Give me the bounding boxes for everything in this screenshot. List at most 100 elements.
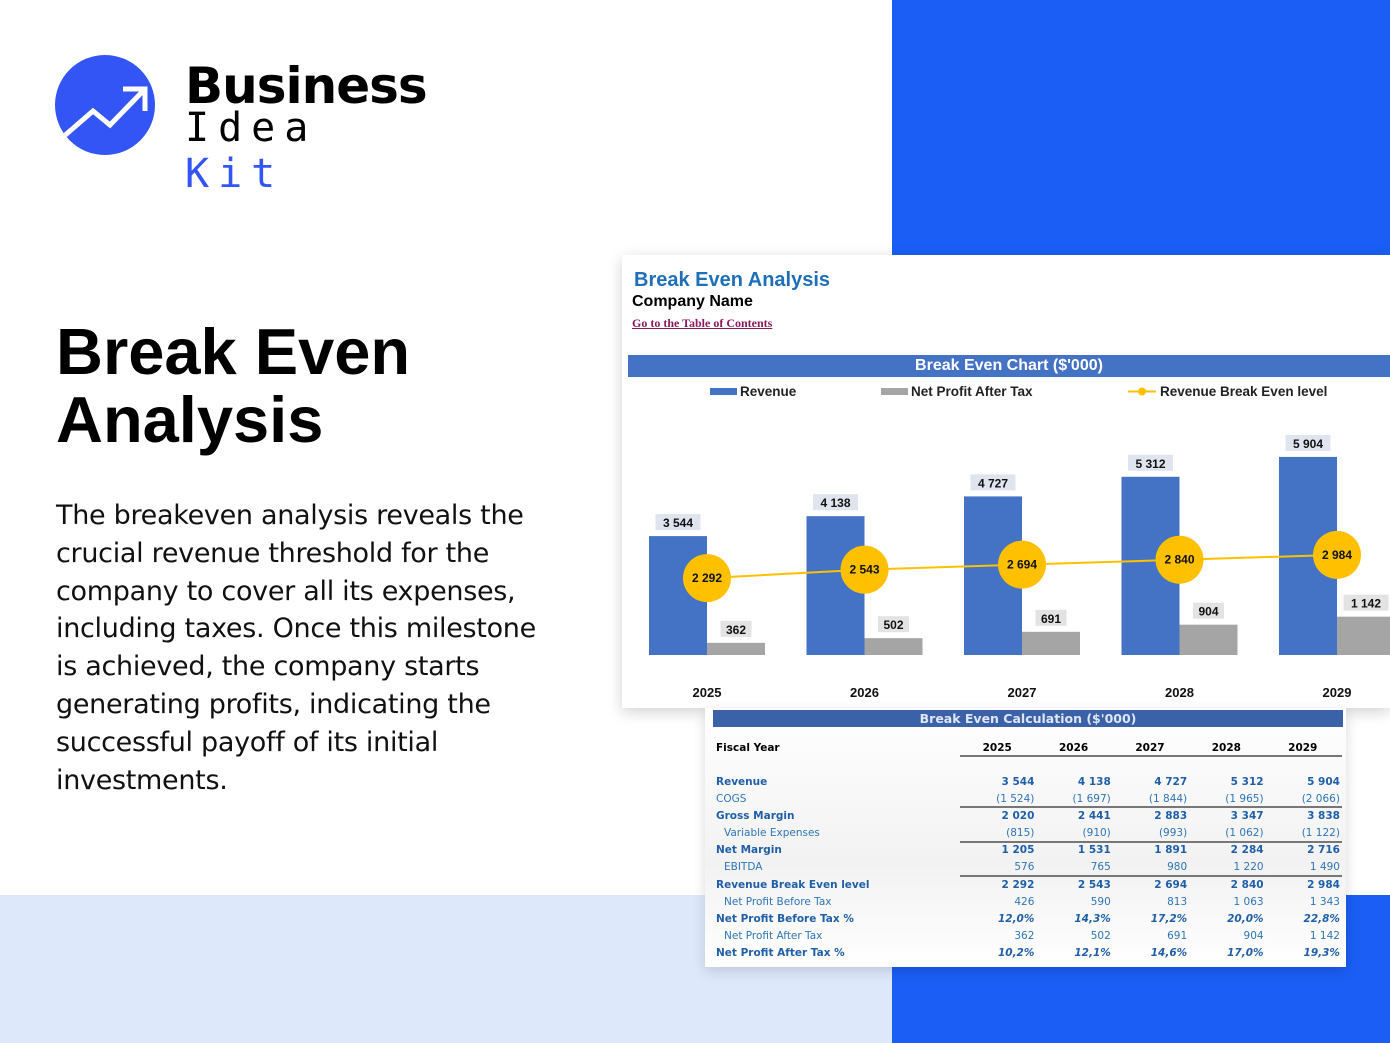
net-profit-bar	[1179, 624, 1238, 655]
legend-label: Net Profit After Tax	[911, 384, 1033, 399]
company-name: Company Name	[632, 293, 753, 310]
break-even-point	[840, 545, 889, 594]
cell-value: (1 062)	[1225, 826, 1264, 839]
cell-value: 10,2%	[997, 946, 1035, 959]
chart-title: Break Even Chart ($'000)	[628, 355, 1390, 377]
cell-value: 2 020	[1001, 809, 1035, 822]
row-label: Revenue	[716, 775, 768, 788]
legend-label: Revenue Break Even level	[1160, 384, 1327, 399]
description: The breakeven analysis reveals the cruci…	[56, 500, 536, 796]
revenue-label-bg	[813, 494, 858, 511]
logo: Business Idea Kit	[55, 55, 435, 197]
cell-value: (1 524)	[996, 792, 1035, 805]
cell-value: 2 840	[1230, 878, 1264, 891]
break-even-table: Break Even Calculation ($'000) Fiscal Ye…	[705, 708, 1346, 967]
cell-value: (2 066)	[1301, 792, 1340, 805]
cell-value: 5 904	[1307, 775, 1340, 788]
row-label: Variable Expenses	[724, 826, 820, 839]
cell-value: 2026	[1058, 741, 1089, 754]
net-profit-label: 904	[1198, 605, 1218, 619]
net-profit-bar	[707, 642, 765, 655]
cell-value: 426	[1014, 895, 1035, 908]
cell-value: 2027	[1135, 741, 1165, 754]
row-label: Net Profit Before Tax %	[716, 912, 854, 925]
table-row: Net Profit After Tax % 10,2% 12,1% 14,6% 17,…	[716, 944, 1342, 961]
table-row: Net Profit After Tax 362 502 691 904 1 142	[716, 927, 1342, 944]
table-row: COGS (1 524) (1 697) (1 844) (1 965) (2 066)	[716, 790, 1342, 807]
table-row: Net Margin 1 205 1 531 1 891 2 284 2 716	[716, 841, 1342, 858]
cell-value: 1 205	[1001, 843, 1035, 856]
revenue-label: 3 544	[663, 516, 693, 530]
net-profit-label: 691	[1041, 612, 1061, 626]
cell-value: 2 984	[1307, 878, 1340, 891]
break-even-point	[998, 540, 1046, 589]
cell-value: 5 312	[1230, 775, 1264, 788]
logo-text-idea: Idea	[185, 105, 318, 151]
net-profit-bar	[864, 638, 923, 655]
row-label: COGS	[716, 792, 747, 805]
cell-value: 1 142	[1309, 929, 1340, 942]
legend-swatch	[881, 388, 908, 395]
divider	[960, 875, 1342, 877]
cell-value: 3 544	[1001, 775, 1035, 788]
legend-swatch	[1138, 387, 1146, 396]
table-header-row: Fiscal Year 2025 2026 2027 2028 2029	[716, 739, 1342, 756]
break-even-label: 2 543	[849, 563, 879, 577]
cell-value: 14,6%	[1150, 946, 1188, 959]
cell-value: 2 694	[1154, 878, 1188, 891]
cell-value: 17,0%	[1227, 946, 1264, 959]
net-profit-label-bg	[878, 616, 909, 633]
break-even-point	[1155, 535, 1204, 584]
x-tick-label: 2027	[1008, 685, 1037, 700]
cell-value: 2 284	[1230, 843, 1264, 856]
logo-text-idea-kit: Idea Kit	[185, 105, 435, 197]
cell-value: (1 697)	[1072, 792, 1111, 805]
row-label: Net Profit After Tax	[724, 929, 823, 942]
net-profit-label: 362	[726, 623, 746, 637]
blue-background-block	[892, 0, 1390, 255]
toc-link[interactable]: Go to the Table of Contents	[632, 316, 773, 330]
break-even-label: 2 292	[692, 571, 722, 585]
chart-sheet: Break Even Analysis Company Name Go to t…	[622, 255, 1390, 708]
cell-value: 691	[1167, 929, 1188, 942]
row-label: Gross Margin	[716, 809, 795, 822]
logo-text-kit: Kit	[185, 151, 285, 197]
x-tick-label: 2025	[693, 685, 722, 700]
revenue-label-bg	[1285, 434, 1331, 451]
revenue-label-bg	[970, 474, 1016, 491]
cell-value: 502	[1090, 929, 1111, 942]
cell-value: 1 220	[1233, 860, 1264, 873]
cell-value: 1 063	[1233, 895, 1264, 908]
cell-value: 1 490	[1309, 860, 1340, 873]
net-profit-bar	[1337, 616, 1390, 655]
row-label: Revenue Break Even level	[716, 878, 870, 891]
cell-value: 22,8%	[1303, 912, 1340, 925]
row-label: Fiscal Year	[716, 741, 780, 754]
headline: Break Even Analysis	[56, 315, 411, 456]
revenue-label: 5 312	[1135, 457, 1165, 471]
cell-value: (1 965)	[1225, 792, 1264, 805]
cell-value: 3 838	[1307, 809, 1340, 822]
row-label: Net Profit Before Tax	[724, 895, 832, 908]
cell-value: 904	[1243, 929, 1264, 942]
table-row: Net Profit Before Tax 426 590 813 1 063 1 343	[716, 893, 1342, 910]
cell-value: 3 347	[1230, 809, 1264, 822]
revenue-label: 4 727	[978, 476, 1008, 490]
cell-value: 362	[1014, 929, 1035, 942]
legend-swatch	[710, 388, 737, 395]
cell-value: 813	[1167, 895, 1188, 908]
break-even-label: 2 984	[1322, 548, 1352, 562]
break-even-point	[683, 554, 731, 603]
cell-value: (993)	[1158, 826, 1188, 839]
net-profit-bar	[1022, 631, 1080, 655]
cell-value: 1 891	[1154, 843, 1188, 856]
cell-value: 576	[1014, 860, 1035, 873]
cell-value: 2 716	[1307, 843, 1340, 856]
cell-value: 4 138	[1077, 775, 1111, 788]
cell-value: 14,3%	[1074, 912, 1111, 925]
net-profit-label-bg	[720, 620, 752, 637]
logo-text-business: Business	[185, 57, 428, 115]
legend-label: Revenue	[740, 384, 797, 399]
cell-value: (910)	[1082, 826, 1111, 839]
cell-value: 980	[1167, 860, 1188, 873]
